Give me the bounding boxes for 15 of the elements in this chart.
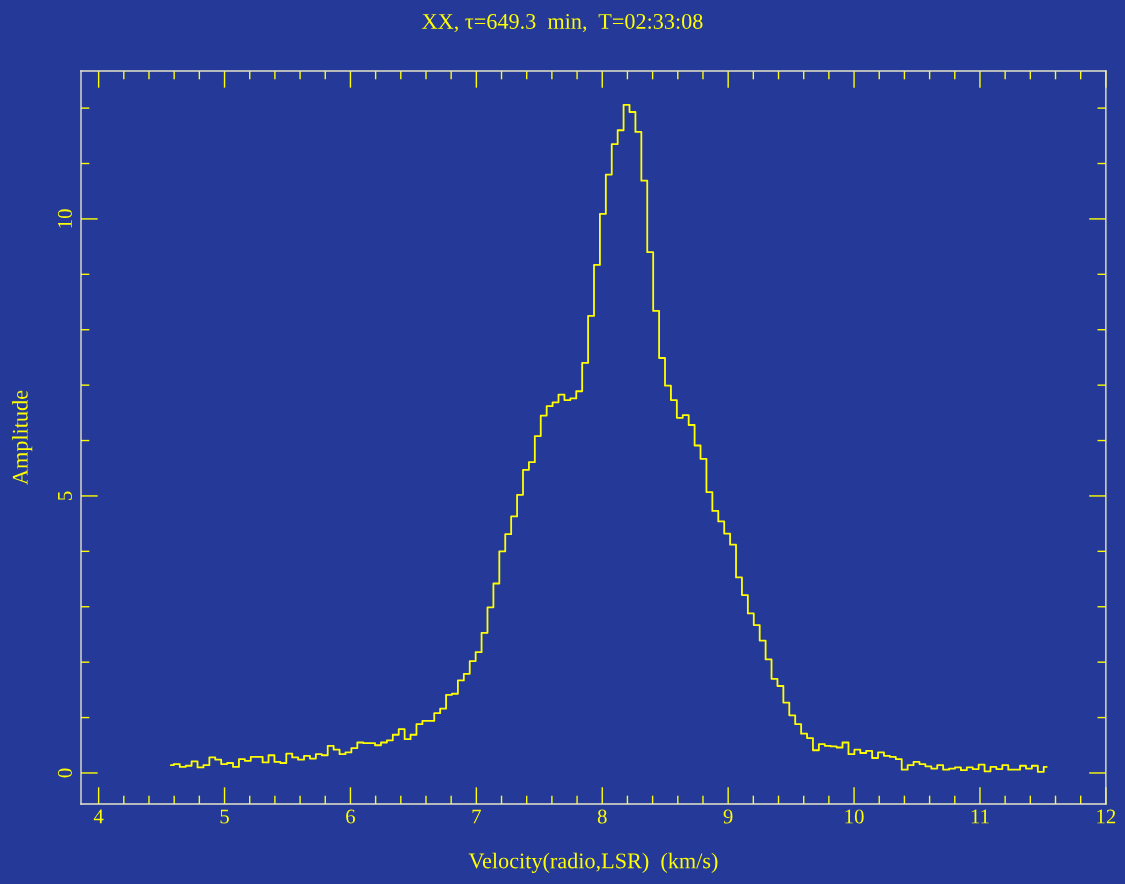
chart-title: XX, τ=649.3 min, T=02:33:08 — [422, 13, 703, 33]
y-axis-title: Amplitude — [12, 390, 33, 485]
x-tick-label: 6 — [346, 809, 356, 824]
y-tick-label: 10 — [57, 209, 72, 228]
y-tick-label: 0 — [57, 768, 72, 778]
x-tick-label: 8 — [597, 809, 607, 824]
x-tick-label: 9 — [723, 809, 733, 824]
y-tick-label: 5 — [58, 491, 72, 500]
x-tick-label: 5 — [220, 809, 229, 824]
x-tick-label: 10 — [845, 809, 864, 824]
x-axis-title: Velocity(radio,LSR) (km/s) — [468, 852, 718, 873]
x-tick-label: 7 — [472, 809, 481, 824]
x-tick-label: 12 — [1097, 809, 1116, 824]
x-tick-label: 4 — [93, 809, 104, 824]
x-tick-label: 11 — [971, 809, 989, 824]
